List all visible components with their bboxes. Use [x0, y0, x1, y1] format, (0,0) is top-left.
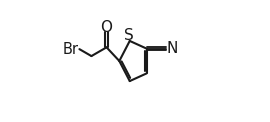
Text: N: N	[167, 41, 178, 56]
Text: S: S	[124, 28, 134, 43]
Text: O: O	[100, 20, 113, 35]
Text: Br: Br	[62, 42, 79, 57]
